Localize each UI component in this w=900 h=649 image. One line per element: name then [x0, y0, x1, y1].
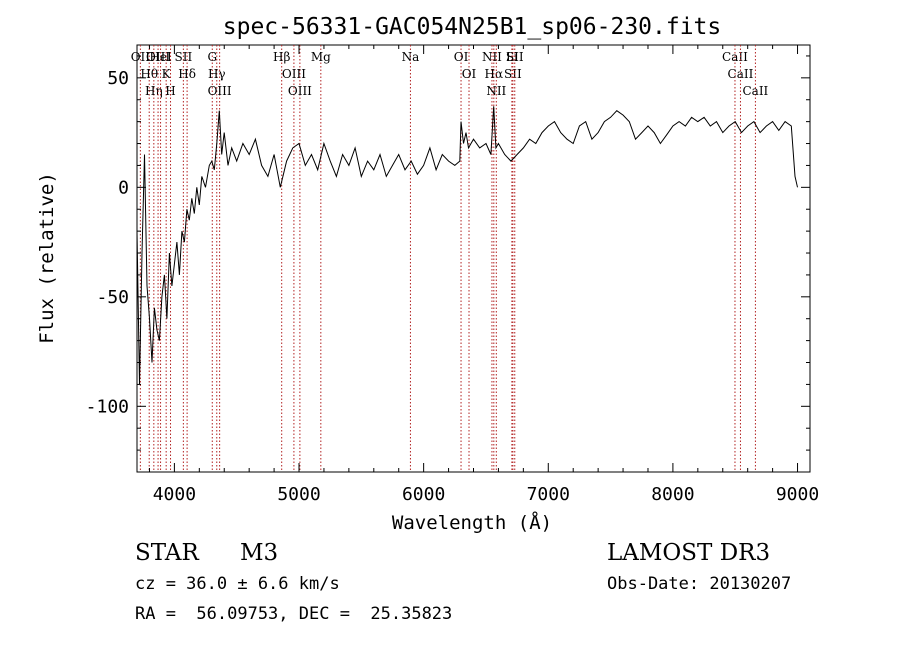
x-tick-label: 9000 [776, 484, 819, 505]
line-marker-label: Hδ [178, 67, 196, 81]
line-marker-label: K [162, 67, 172, 81]
line-marker-label: NII [482, 50, 502, 64]
line-marker-label: OIII [282, 67, 306, 81]
line-marker-label: Hθ [140, 67, 158, 81]
obs-date: Obs-Date: 20130207 [607, 574, 792, 594]
x-tick-label: 8000 [651, 484, 694, 505]
survey-name: LAMOST DR3 [607, 540, 771, 566]
line-marker-label: Li [506, 50, 518, 64]
chart-title: spec-56331-GAC054N25B1_sp06-230.fits [223, 14, 722, 40]
x-tick-label: 5000 [277, 484, 320, 505]
line-marker-label: Hβ [273, 50, 290, 64]
y-tick-label: -50 [96, 287, 129, 308]
y-axis-label: Flux (relative) [36, 172, 58, 344]
line-marker-label: OIII [146, 50, 170, 64]
line-marker-label: CaII [742, 84, 768, 98]
y-tick-label: 50 [107, 68, 129, 89]
x-tick-label: 4000 [153, 484, 196, 505]
y-tick-label: -100 [86, 396, 129, 417]
line-marker-label: CaII [728, 67, 754, 81]
emission-line-markers: OIIHθHηOIIIHeIKHSIIHδGHγOIIIHβOIIIOIIIMg… [131, 45, 769, 472]
line-marker-label: SII [175, 50, 193, 64]
line-marker-label: OIII [208, 84, 232, 98]
axis-ticks: 4000 5000 6000 7000 8000 9000 -100 -50 0 50 [86, 45, 819, 505]
coordinates: RA = 56.09753, DEC = 25.35823 [135, 604, 453, 624]
redshift-info: cz = 36.0 ± 6.6 km/s [135, 574, 340, 594]
spectrum-chart: spec-56331-GAC054N25B1_sp06-230.fits OII… [36, 14, 819, 534]
line-marker-label: NII [486, 84, 506, 98]
spectrum-line [136, 106, 798, 385]
line-marker-label: Hη [145, 84, 163, 98]
line-marker-label: CaII [722, 50, 748, 64]
x-axis-label: Wavelength (Å) [392, 511, 552, 534]
line-marker-label: Mg [311, 50, 331, 64]
subclass: M3 [240, 540, 279, 566]
line-marker-label: Hγ [208, 67, 226, 81]
line-marker-label: SII [504, 67, 522, 81]
line-marker-label: H [165, 84, 175, 98]
line-marker-label: OI [462, 67, 477, 81]
y-tick-label: 0 [118, 177, 129, 198]
line-marker-label: Hα [485, 67, 504, 81]
plot-frame [136, 44, 811, 473]
line-marker-label: OIII [288, 84, 312, 98]
line-marker-label: HeI [149, 50, 172, 64]
object-class: STAR [135, 540, 199, 566]
line-marker-label: OII [131, 50, 151, 64]
x-tick-label: 6000 [402, 484, 445, 505]
line-marker-label: OI [454, 50, 469, 64]
x-tick-label: 7000 [527, 484, 570, 505]
line-marker-label: Na [402, 50, 420, 64]
line-marker-label: G [207, 50, 217, 64]
line-marker-label: SII [506, 50, 524, 64]
